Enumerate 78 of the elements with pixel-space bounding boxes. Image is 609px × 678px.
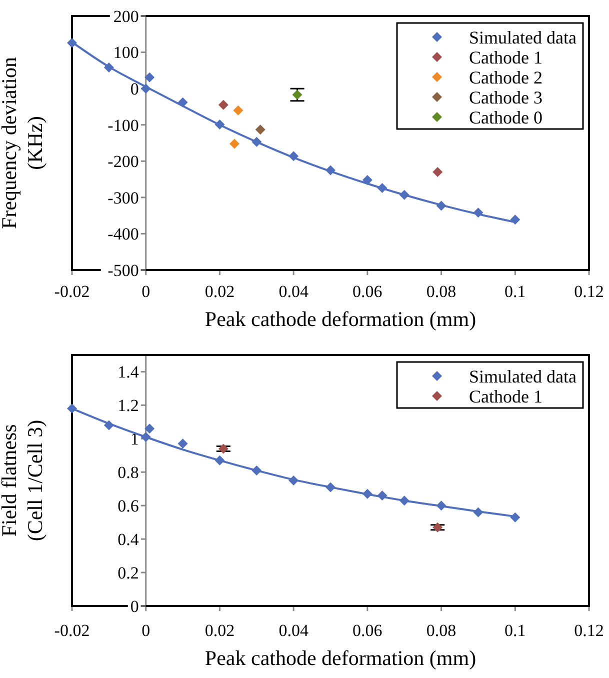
legend-label: Simulated data — [469, 366, 576, 386]
point — [233, 105, 244, 116]
x-tick-label: -0.02 — [54, 621, 90, 640]
x-tick-label: 0.08 — [426, 621, 456, 640]
y-tick-label: 1.2 — [118, 396, 139, 416]
point — [104, 62, 114, 73]
point — [473, 507, 484, 518]
y-tick-label: -400 — [108, 224, 139, 244]
point — [377, 182, 388, 193]
y-tick-label: -200 — [108, 152, 139, 172]
point — [67, 404, 77, 414]
point — [255, 124, 266, 135]
point — [214, 119, 225, 130]
point — [326, 165, 336, 176]
x-tick-label: 0.1 — [504, 282, 526, 301]
point — [377, 490, 388, 501]
x-tick-label: -0.02 — [54, 282, 90, 301]
y-tick-label: 0.8 — [118, 463, 139, 482]
x-tick-label: 0.04 — [278, 621, 309, 640]
point — [218, 444, 228, 454]
legend-label: Cathode 1 — [469, 47, 542, 68]
point — [144, 424, 155, 434]
point — [214, 455, 225, 466]
point — [436, 200, 446, 211]
y-tick-label: -100 — [108, 116, 139, 135]
y-tick-label: 0.6 — [118, 496, 139, 516]
y-tick-label: 1.4 — [118, 362, 140, 382]
y-tick-label: 1 — [130, 430, 139, 449]
point — [140, 84, 151, 94]
legend-label: Cathode 3 — [469, 87, 542, 108]
x-tick-label: 0.12 — [574, 621, 604, 640]
point — [67, 38, 77, 48]
point — [436, 500, 446, 511]
y-axis-title: Frequency deviation (KHz) — [0, 56, 47, 230]
y-tick-label: -500 — [108, 260, 139, 280]
point — [104, 420, 114, 430]
point — [288, 151, 299, 162]
point — [432, 522, 443, 532]
point — [288, 476, 299, 486]
point — [144, 72, 155, 82]
x-tick-label: 0.12 — [574, 282, 604, 301]
y-tick-label: 100 — [113, 43, 139, 62]
y-tick-label: 0.4 — [118, 530, 140, 550]
point — [362, 175, 372, 186]
y-tick-label: 200 — [113, 6, 139, 26]
x-tick-label: 0.08 — [426, 282, 456, 301]
point — [326, 482, 336, 492]
x-tick-label: 0.06 — [352, 282, 382, 301]
x-axis-title: Peak cathode deformation (mm) — [204, 646, 476, 670]
x-axis-title: Peak cathode deformation (mm) — [204, 307, 476, 331]
y-tick-label: 0 — [130, 596, 139, 616]
point — [140, 432, 151, 442]
point — [362, 488, 372, 499]
y-axis-title: Field flatness (Cell 1/Cell 3) — [0, 420, 47, 542]
point — [510, 512, 520, 522]
x-tick-label: 0.04 — [278, 282, 309, 301]
legend-label: Simulated data — [469, 27, 576, 48]
y-tick-label: 0 — [130, 80, 139, 99]
x-tick-label: 0.06 — [352, 621, 382, 640]
legend-label: Cathode 0 — [469, 107, 542, 128]
y-tick-label: 0.2 — [118, 563, 139, 582]
point — [399, 496, 410, 506]
point — [252, 465, 262, 476]
point — [473, 208, 484, 218]
point — [510, 214, 520, 225]
legend-label: Cathode 2 — [469, 67, 542, 88]
x-tick-label: 0.02 — [204, 282, 235, 301]
point — [178, 97, 188, 108]
point — [432, 167, 443, 178]
x-tick-label: 0.02 — [204, 621, 235, 640]
point — [178, 438, 188, 449]
point — [399, 190, 410, 200]
legend-label: Cathode 1 — [469, 386, 542, 406]
point — [229, 138, 240, 149]
point — [252, 136, 262, 147]
x-tick-label: 0.1 — [504, 621, 526, 640]
point — [218, 100, 228, 110]
y-tick-label: -300 — [108, 188, 139, 208]
